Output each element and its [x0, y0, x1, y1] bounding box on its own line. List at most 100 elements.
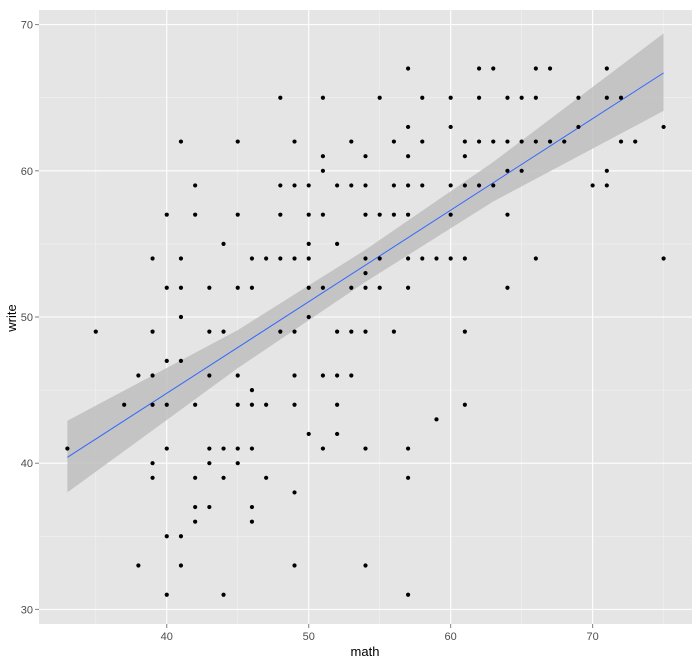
data-point — [405, 285, 411, 290]
data-point — [178, 563, 184, 568]
data-point — [335, 241, 340, 247]
data-point — [363, 271, 368, 276]
data-point — [320, 446, 326, 451]
data-point — [533, 139, 538, 144]
data-point — [136, 563, 141, 568]
data-point — [391, 329, 396, 334]
data-point — [349, 373, 354, 378]
data-point — [505, 285, 510, 290]
data-point — [235, 212, 240, 217]
data-point — [306, 212, 311, 217]
data-point — [249, 519, 255, 524]
data-point — [278, 329, 283, 334]
data-point — [178, 139, 184, 144]
y-tick-label: 50 — [21, 312, 33, 324]
data-point — [618, 95, 624, 100]
data-point — [363, 256, 368, 261]
data-point — [150, 461, 155, 466]
data-point — [491, 66, 496, 71]
data-point — [320, 212, 326, 217]
x-axis-ticks: 40 50 60 70 — [161, 624, 599, 643]
fit-line — [67, 72, 664, 458]
data-point — [462, 256, 467, 261]
data-point — [235, 461, 240, 466]
data-point — [434, 256, 439, 261]
data-point — [235, 402, 240, 407]
data-point — [122, 402, 127, 407]
data-point — [178, 256, 184, 261]
data-point — [221, 446, 226, 451]
data-point — [292, 183, 297, 188]
data-point — [363, 212, 368, 217]
data-point — [349, 329, 354, 334]
data-point — [576, 124, 581, 130]
y-tick-label: 60 — [21, 166, 33, 178]
data-point — [164, 402, 169, 407]
data-point — [448, 212, 453, 217]
data-point — [292, 256, 297, 261]
data-point — [476, 66, 482, 71]
data-point — [405, 475, 411, 480]
data-point — [476, 95, 482, 100]
confidence-band — [67, 33, 664, 493]
data-point — [221, 592, 226, 597]
data-point — [207, 504, 212, 510]
data-point — [391, 183, 396, 188]
data-point — [519, 168, 524, 173]
data-point — [193, 504, 198, 510]
data-point — [164, 358, 169, 363]
data-point — [264, 256, 269, 261]
data-point — [462, 183, 467, 188]
data-point — [306, 241, 311, 247]
data-point — [335, 183, 340, 188]
data-point — [547, 139, 553, 144]
data-point — [491, 139, 496, 144]
data-point — [207, 285, 212, 290]
data-point — [164, 285, 169, 290]
data-point — [604, 183, 609, 188]
data-point — [661, 124, 666, 130]
data-point — [264, 402, 269, 407]
data-point — [320, 95, 326, 100]
x-tick-label: 60 — [445, 631, 457, 643]
data-point — [448, 183, 453, 188]
data-point — [420, 139, 425, 144]
data-point — [349, 139, 354, 144]
data-point — [462, 402, 467, 407]
data-point — [178, 358, 184, 363]
data-point — [164, 592, 169, 597]
data-point — [278, 183, 283, 188]
data-point — [335, 373, 340, 378]
data-point — [405, 66, 411, 71]
data-point — [235, 285, 240, 290]
data-point — [150, 329, 155, 334]
data-point — [391, 212, 396, 217]
data-point — [235, 373, 240, 378]
data-point — [178, 285, 184, 290]
data-point — [476, 139, 482, 144]
data-point — [193, 402, 198, 407]
data-point — [207, 461, 212, 466]
data-point — [405, 256, 411, 261]
data-point — [306, 183, 311, 188]
fit-line-layer — [67, 72, 664, 458]
data-point — [249, 387, 255, 393]
data-point — [292, 490, 297, 495]
data-point — [150, 256, 155, 261]
data-point — [363, 285, 368, 290]
data-point — [420, 256, 425, 261]
data-point — [505, 139, 510, 144]
data-point — [292, 329, 297, 334]
data-point — [533, 95, 538, 100]
y-axis-ticks: 30 40 50 60 70 — [21, 20, 39, 616]
data-point — [405, 446, 411, 451]
data-point — [576, 95, 581, 100]
data-point — [249, 402, 255, 407]
y-tick-label: 40 — [21, 458, 33, 470]
data-point — [221, 241, 226, 247]
data-point — [320, 373, 326, 378]
data-point — [448, 124, 453, 130]
data-point — [207, 446, 212, 451]
data-point — [249, 256, 255, 261]
data-point — [335, 402, 340, 407]
